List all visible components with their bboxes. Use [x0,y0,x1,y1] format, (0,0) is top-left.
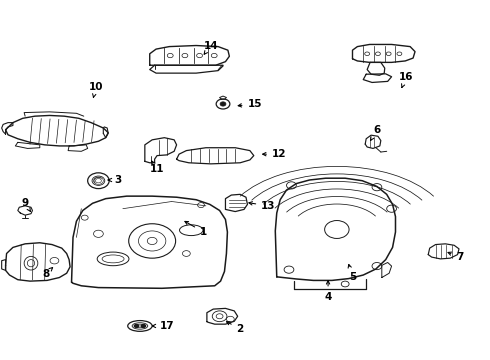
Text: 2: 2 [226,322,244,334]
Text: 15: 15 [238,99,262,109]
Text: 9: 9 [22,198,30,211]
Text: 7: 7 [448,252,464,262]
Text: 8: 8 [42,267,52,279]
Text: 12: 12 [263,149,287,159]
Text: 1: 1 [185,221,207,237]
Text: 14: 14 [203,41,218,54]
Text: 5: 5 [348,265,356,282]
Text: 10: 10 [89,82,103,98]
Circle shape [220,102,226,106]
Text: 4: 4 [324,281,332,302]
Text: 17: 17 [152,321,174,331]
Text: 16: 16 [399,72,414,87]
Text: 13: 13 [249,201,276,211]
Text: 6: 6 [370,125,381,140]
Text: 11: 11 [150,161,164,174]
Text: 3: 3 [108,175,122,185]
Circle shape [141,324,147,328]
Circle shape [134,324,140,328]
